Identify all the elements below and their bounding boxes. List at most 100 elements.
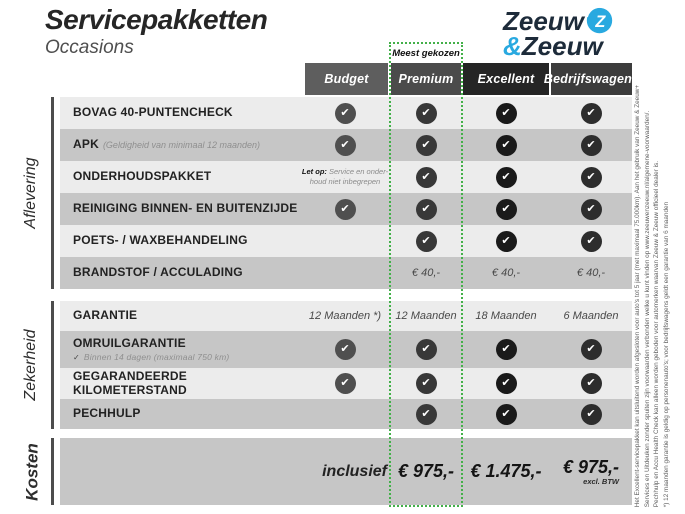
table-row-garantie: GARANTIE 12 Maanden *) 12 Maanden 18 Maande… <box>60 301 632 331</box>
cell-excellent: ✔ <box>462 230 550 252</box>
zeeuw-zeeuw-logo: Zeeuw Z &Zeeuw <box>503 6 614 59</box>
row-label-text: BOVAG 40-PUNTENCHECK <box>73 105 233 120</box>
cell-bedrijfswagens: ✔ <box>550 166 632 188</box>
page-subtitle: Occasions <box>45 37 134 58</box>
row-label: GEGARANDEERDE KILOMETERSTAND <box>60 368 300 398</box>
cell-premium: € 40,- <box>390 267 462 279</box>
cell-excellent: ✔ <box>462 373 550 394</box>
cell-bedrijfswagens: ✔ <box>550 198 632 220</box>
cell-excellent: € 40,- <box>462 267 550 279</box>
cell-premium: ✔ <box>390 373 462 394</box>
fine-print-line: Services en Uitdeuken zonder spuiten zij… <box>643 110 651 508</box>
price-block: € 975,- <box>398 461 454 482</box>
inclusief-label: inclusief <box>322 462 387 480</box>
cell-excellent: ✔ <box>462 102 550 124</box>
cell-value: € 40,- <box>576 267 606 279</box>
cell-bedrijfswagens: ✔ <box>550 102 632 124</box>
row-label-text: BRANDSTOF / ACCULADING <box>73 265 243 280</box>
cell-bedrijfswagens: € 40,- <box>550 267 632 279</box>
cell-budget: Let op: Service en onder-houd niet inbeg… <box>300 167 390 187</box>
row-label-text: GEGARANDEERDE KILOMETERSTAND <box>73 368 187 397</box>
row-label: POETS- / WAXBEHANDELING <box>60 233 300 248</box>
cell-budget: ✔ <box>300 102 390 124</box>
check-icon: ✔ <box>334 373 356 394</box>
check-icon: ✔ <box>580 230 602 252</box>
section-line-zekerheid <box>51 301 54 429</box>
page-title: Servicepakketten <box>45 4 268 35</box>
cell-budget: inclusief <box>300 463 390 481</box>
check-icon: ✔ <box>415 102 437 124</box>
check-icon: ✔ <box>415 198 437 220</box>
cell-budget: ✔ <box>300 373 390 394</box>
table-row-gegarandeerde-kilometerstand: GEGARANDEERDE KILOMETERSTAND ✔ ✔ ✔ ✔ <box>60 368 632 399</box>
fine-print: Het Excellent-servicepakket kan uitsluit… <box>633 27 671 507</box>
column-header-budget: Budget <box>305 63 388 95</box>
fine-print-line: Het Excellent-servicepakket kan uitsluit… <box>633 84 641 508</box>
row-label: PECHHULP <box>60 406 300 421</box>
row-label: REINIGING BINNEN- EN BUITENZIJDE <box>60 201 300 216</box>
column-header-excellent: Excellent <box>463 63 549 95</box>
cell-premium: ✔ <box>390 198 462 220</box>
check-icon: ✔ <box>415 373 437 394</box>
table-row-pechhulp: PECHHULP ✔ ✔ ✔ <box>60 399 632 429</box>
cell-premium: ✔ <box>390 230 462 252</box>
cell-excellent: ✔ <box>462 198 550 220</box>
title-block: Servicepakketten Occasions <box>45 4 268 59</box>
row-label-text: REINIGING BINNEN- EN BUITENZIJDE <box>73 201 298 216</box>
check-icon: ✔ <box>580 102 602 124</box>
row-label: APK (Geldigheid van minimaal 12 maanden) <box>60 137 300 152</box>
cell-budget: ✔ <box>300 339 390 360</box>
cell-value: 12 Maanden <box>395 310 457 322</box>
table-row-bovag-40-puntencheck: BOVAG 40-PUNTENCHECK ✔ ✔ ✔ ✔ <box>60 97 632 129</box>
cell-bedrijfswagens: ✔ <box>550 373 632 394</box>
price-value: € 975,- <box>397 461 455 481</box>
row-label-text: GARANTIE <box>73 308 138 323</box>
cell-excellent: ✔ <box>462 403 550 425</box>
check-icon: ✔ <box>495 134 517 156</box>
row-label: BRANDSTOF / ACCULADING <box>60 265 300 280</box>
table-row-omruilgarantie: OMRUILGARANTIE ✓ Binnen 14 dagen (maximaal… <box>60 331 632 368</box>
cell-value: € 40,- <box>491 267 521 279</box>
check-icon: ✔ <box>415 339 437 360</box>
cell-excellent: € 1.475,- <box>462 461 550 482</box>
check-icon: ✔ <box>415 134 437 156</box>
row-label-text: OMRUILGARANTIE <box>73 335 186 350</box>
section-label-kosten: Kosten <box>22 442 41 501</box>
cell-excellent: 18 Maanden <box>462 310 550 322</box>
table-row-poets-waxbehandeling: POETS- / WAXBEHANDELING ✔ ✔ ✔ <box>60 225 632 257</box>
note-text: Let op: Service en onder-houd niet inbeg… <box>301 167 389 186</box>
cell-value: € 40,- <box>411 267 441 279</box>
most-chosen-badge: Meest gekozen <box>391 44 461 63</box>
price-block: € 975,- excl. BTW <box>563 457 619 486</box>
cell-premium: ✔ <box>390 166 462 188</box>
check-icon: ✔ <box>334 198 356 220</box>
svg-text:Z: Z <box>594 13 606 31</box>
cell-bedrijfswagens: € 975,- excl. BTW <box>550 457 632 486</box>
cell-excellent: ✔ <box>462 166 550 188</box>
price-value: € 1.475,- <box>470 461 542 481</box>
check-icon: ✔ <box>495 373 517 394</box>
cell-excellent: ✔ <box>462 339 550 360</box>
section-line-aflevering <box>51 97 54 289</box>
check-icon: ✔ <box>495 102 517 124</box>
logo-word2: Zeeuw <box>521 31 603 61</box>
cell-premium: 12 Maanden <box>390 310 462 322</box>
price-note: excl. BTW <box>583 477 620 486</box>
cell-budget: ✔ <box>300 134 390 156</box>
table-row-apk: APK (Geldigheid van minimaal 12 maanden) ✔… <box>60 129 632 161</box>
column-header-bedrijfswagens: Bedrijfswagens <box>544 63 639 95</box>
column-header-premium: Premium <box>391 63 461 95</box>
cell-bedrijfswagens: ✔ <box>550 134 632 156</box>
cell-value: 18 Maanden <box>475 310 537 322</box>
check-icon: ✔ <box>495 166 517 188</box>
check-icon: ✔ <box>334 134 356 156</box>
row-label: BOVAG 40-PUNTENCHECK <box>60 105 300 120</box>
cell-bedrijfswagens: ✔ <box>550 403 632 425</box>
cell-budget: ✔ <box>300 198 390 220</box>
logo-z-swoosh-icon: Z <box>585 6 613 34</box>
table-row-kosten: inclusief € 975,- € 1.475,- € 975,- excl. BT… <box>60 438 632 505</box>
cell-premium: ✔ <box>390 134 462 156</box>
price-value: € 975,- <box>562 457 620 477</box>
row-sublabel: (Geldigheid van minimaal 12 maanden) <box>102 140 261 151</box>
